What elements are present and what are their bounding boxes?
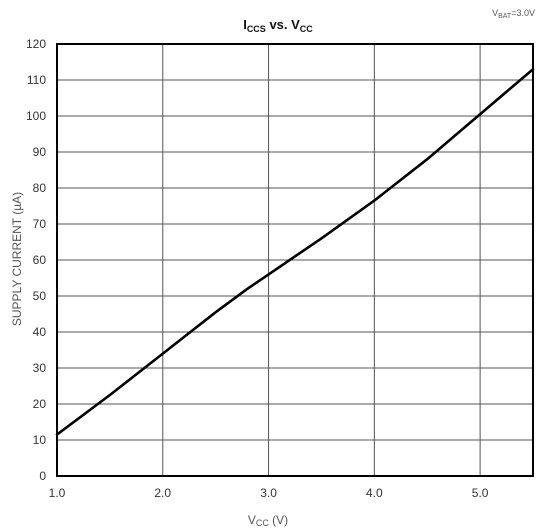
- curve-layer: [55, 67, 535, 436]
- plot-frame: [56, 43, 534, 477]
- grid-layer: [56, 43, 533, 477]
- y-tick-label-1: 10: [33, 433, 47, 447]
- y-tick-label-7: 70: [33, 217, 47, 231]
- x-tick-label-0: 1.0: [49, 486, 66, 500]
- x-tick-labels: 1.0 2.0 3.0 4.0 5.0: [49, 486, 489, 500]
- title-main: I: [243, 17, 247, 32]
- y-tick-label-4: 40: [33, 325, 47, 339]
- y-tick-label-10: 100: [26, 109, 46, 123]
- x-tick-label-1: 2.0: [154, 486, 171, 500]
- title-middle: vs. V: [266, 17, 300, 32]
- y-tick-label-0: 0: [39, 469, 46, 483]
- xlabel-subscript: CC: [256, 518, 269, 528]
- x-tick-label-4: 5.0: [472, 486, 489, 500]
- condition-annotation: VBAT=3.0V: [492, 8, 535, 20]
- title-subscript: CCS: [247, 24, 266, 34]
- y-axis-label: SUPPLY CURRENT (µA): [10, 192, 24, 326]
- y-tick-label-2: 20: [33, 397, 47, 411]
- annotation-subscript: BAT: [498, 13, 512, 20]
- annotation-main: V: [492, 8, 498, 18]
- xlabel-rest: (V): [269, 513, 288, 527]
- y-tick-label-3: 30: [33, 361, 47, 375]
- x-axis-label: VCC (V): [248, 513, 288, 528]
- chart-title: ICCS vs. VCC: [243, 17, 313, 34]
- title-subscript-2: CC: [300, 24, 313, 34]
- y-tick-label-12: 120: [26, 37, 46, 51]
- x-tick-label-2: 3.0: [260, 486, 277, 500]
- y-tick-label-8: 80: [33, 181, 47, 195]
- y-tick-label-6: 60: [33, 253, 47, 267]
- y-tick-label-9: 90: [33, 145, 47, 159]
- y-tick-label-11: 110: [27, 73, 46, 87]
- series-line-0: [55, 67, 535, 436]
- annotation-rest: =3.0V: [511, 8, 535, 18]
- xlabel-main: V: [248, 513, 256, 527]
- y-tick-label-5: 50: [33, 289, 47, 303]
- x-tick-label-3: 4.0: [366, 486, 383, 500]
- y-tick-labels: 0 10 20 30 40 50 60 70 80 90 100 110 120: [26, 37, 46, 483]
